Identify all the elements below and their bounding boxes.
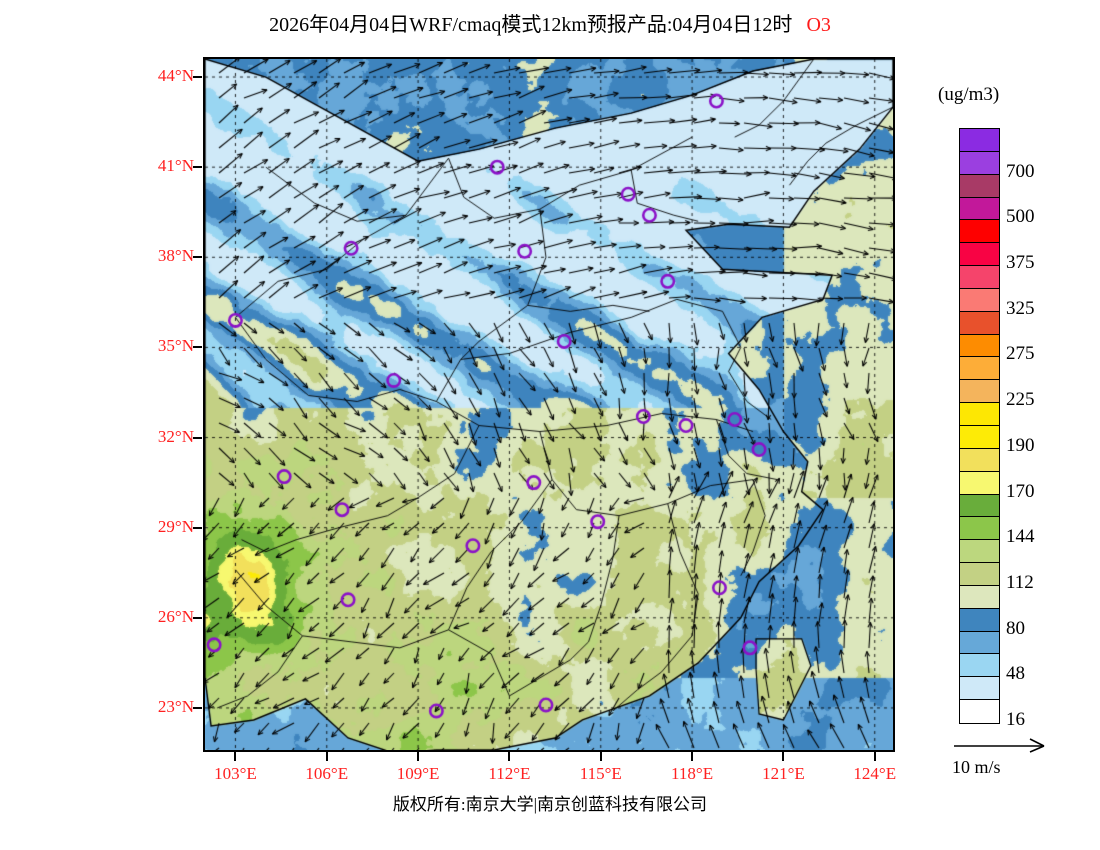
colorbar-swatch: [960, 631, 999, 655]
lat-tick-label: 41°N: [157, 156, 194, 176]
lat-tick-mark: [193, 526, 202, 529]
colorbar-tick-label: 500: [1006, 206, 1035, 228]
lon-tick-label: 118°E: [671, 764, 714, 783]
colorbar-swatch: [960, 266, 999, 289]
lon-tick-mark: [417, 752, 420, 761]
lat-tick-mark: [193, 706, 202, 709]
colorbar-swatch: [960, 677, 999, 701]
lon-tick-mark: [599, 752, 602, 761]
colorbar-tick-label: 275: [1006, 343, 1035, 365]
lon-tick-label: 106°E: [305, 764, 349, 783]
colorbar-swatch: [960, 700, 999, 723]
colorbar[interactable]: [959, 128, 1000, 724]
colorbar-tick-label: 225: [1006, 389, 1035, 411]
lat-tick-mark: [193, 346, 202, 349]
colorbar-unit-label: (ug/m3): [938, 84, 1000, 105]
colorbar-tick-label: 190: [1006, 434, 1035, 456]
colorbar-swatch: [960, 540, 999, 564]
ozone-concentration-field: [205, 59, 893, 750]
lon-tick-label: 124°E: [853, 764, 897, 783]
lat-tick-mark: [193, 166, 202, 169]
lat-tick-label: 44°N: [157, 66, 194, 86]
title-text: 2026年04月04日WRF/cmaq模式12km预报产品:04月04日12时: [269, 14, 793, 36]
colorbar-swatch: [960, 174, 999, 198]
colorbar-swatch: [960, 220, 999, 244]
colorbar-swatch: [960, 585, 999, 609]
copyright-footer: 版权所有:南京大学|南京创蓝科技有限公司: [392, 795, 708, 814]
lon-tick-mark: [325, 752, 328, 761]
lat-tick-label: 29°N: [157, 516, 194, 536]
lat-tick-label: 38°N: [157, 246, 194, 266]
colorbar-swatch: [960, 403, 999, 426]
colorbar-swatch: [960, 563, 999, 586]
colorbar-swatch: [960, 197, 999, 221]
colorbar-swatch: [960, 151, 999, 175]
wind-arrow-icon: [954, 738, 1045, 753]
colorbar-tick-label: 144: [1006, 526, 1035, 548]
lat-tick-mark: [193, 76, 202, 79]
lon-tick-mark: [873, 752, 876, 761]
colorbar-swatch: [960, 129, 999, 152]
lon-tick-mark: [234, 752, 237, 761]
lat-tick-label: 32°N: [157, 426, 194, 446]
lat-tick-label: 35°N: [157, 336, 194, 356]
lat-tick-mark: [193, 256, 202, 259]
colorbar-swatch: [960, 517, 999, 541]
colorbar-swatch: [960, 334, 999, 358]
colorbar-swatch: [960, 654, 999, 678]
colorbar-swatch: [960, 288, 999, 312]
colorbar-swatch: [960, 243, 999, 267]
colorbar-tick-label: 80: [1006, 617, 1025, 639]
colorbar-tick-label: 170: [1006, 480, 1035, 502]
lon-tick-label: 103°E: [214, 764, 257, 783]
colorbar-tick-label: 325: [1006, 297, 1035, 319]
colorbar-tick-label: 112: [1006, 571, 1034, 593]
page-title: 2026年04月04日WRF/cmaq模式12km预报产品:04月04日12时 O…: [0, 8, 1100, 37]
lat-tick-mark: [193, 616, 202, 619]
lon-tick-mark: [508, 752, 511, 761]
lat-tick-label: 26°N: [157, 606, 194, 626]
lon-tick-mark: [782, 752, 785, 761]
colorbar-tick-label: 48: [1006, 663, 1025, 685]
colorbar-swatch: [960, 357, 999, 381]
lat-tick-mark: [193, 436, 202, 439]
lon-tick-label: 112°E: [488, 764, 531, 783]
colorbar-tick-label: 375: [1006, 252, 1035, 274]
lat-tick-label: 23°N: [157, 696, 194, 716]
colorbar-swatch: [960, 608, 999, 632]
colorbar-swatch: [960, 311, 999, 335]
colorbar-swatch: [960, 425, 999, 449]
colorbar-swatch: [960, 380, 999, 404]
colorbar-tick-label: 700: [1006, 160, 1035, 182]
colorbar-swatch: [960, 494, 999, 518]
map-plot-area[interactable]: [203, 57, 895, 752]
lon-tick-mark: [691, 752, 694, 761]
wind-scale-label: 10 m/s: [952, 757, 1001, 777]
wind-scale-legend: 10 m/s: [952, 735, 1082, 783]
lon-tick-label: 109°E: [396, 764, 440, 783]
colorbar-swatch: [960, 471, 999, 495]
lon-tick-label: 115°E: [579, 764, 622, 783]
colorbar-swatch: [960, 448, 999, 472]
lon-tick-label: 121°E: [762, 764, 805, 783]
colorbar-tick-label: 16: [1006, 709, 1025, 730]
species-label: O3: [806, 14, 831, 36]
